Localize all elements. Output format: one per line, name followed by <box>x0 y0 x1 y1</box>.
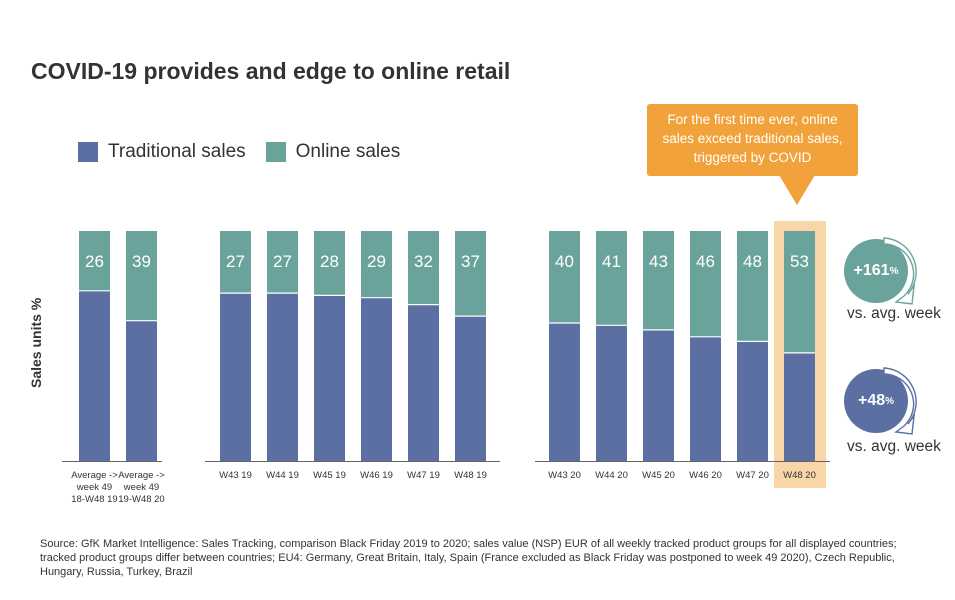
traditional-growth-unit: % <box>885 395 895 407</box>
x-tick-label: W46 19 <box>360 470 393 481</box>
bar-traditional <box>314 295 345 461</box>
bar-online <box>126 231 157 321</box>
data-label-online: 37 <box>461 252 480 271</box>
x-tick-label: Average -> <box>118 470 165 481</box>
bar-online <box>643 231 674 330</box>
x-tick-label: week 49 <box>123 482 159 493</box>
bar-traditional <box>361 297 392 461</box>
bar-online <box>267 231 298 294</box>
data-label-online: 40 <box>555 252 574 271</box>
bar-online <box>549 231 580 323</box>
traditional-growth-arrow-icon <box>883 367 917 435</box>
data-label-online: 41 <box>602 252 621 271</box>
data-label-online: 27 <box>273 252 292 271</box>
x-tick-label: Average -> <box>71 470 118 481</box>
source-note: Source: GfK Market Intelligence: Sales T… <box>40 538 897 578</box>
bar-traditional <box>737 341 768 461</box>
online-growth-arrow-icon <box>883 237 917 305</box>
online-growth-badge: +161% <box>844 239 908 303</box>
bar-online <box>220 231 251 294</box>
legend-label-traditional: Traditional sales <box>108 141 246 162</box>
data-label-online: 43 <box>649 252 668 271</box>
bar-traditional <box>408 304 439 461</box>
x-tick-label: W45 19 <box>313 470 346 481</box>
bar-online <box>455 231 486 317</box>
x-tick-label: W44 20 <box>595 470 628 481</box>
online-growth-caption: vs. avg. week <box>847 305 941 322</box>
x-tick-label: week 49 <box>76 482 112 493</box>
legend-label-online: Online sales <box>295 141 401 162</box>
x-tick-label: W48 19 <box>454 470 487 481</box>
x-tick-label: W46 20 <box>689 470 722 481</box>
legend-swatch-traditional <box>78 142 98 162</box>
bar-online <box>408 231 439 305</box>
online-growth-unit: % <box>889 265 899 277</box>
data-label-online: 48 <box>743 252 762 271</box>
bar-online <box>596 231 627 326</box>
bar-online <box>784 231 815 353</box>
legend-swatch-online <box>265 142 286 162</box>
data-label-online: 53 <box>790 252 809 271</box>
x-tick-label: W48 20 <box>783 470 816 481</box>
traditional-growth-caption: vs. avg. week <box>847 438 941 455</box>
callout-arrow-icon <box>779 175 815 205</box>
bar-traditional <box>79 290 110 461</box>
callout-box: For the first time ever, online sales ex… <box>647 104 858 176</box>
bar-traditional <box>126 320 157 461</box>
data-label-online: 28 <box>320 252 339 271</box>
legend: Traditional sales Online sales <box>78 141 420 163</box>
x-tick-label: 19-W48 20 <box>118 494 164 505</box>
data-label-online: 26 <box>85 252 104 271</box>
bar-online <box>79 231 110 291</box>
bar-traditional <box>784 352 815 461</box>
x-tick-label: W45 20 <box>642 470 675 481</box>
bar-traditional <box>549 323 580 461</box>
x-tick-label: W47 19 <box>407 470 440 481</box>
chart-title: COVID-19 provides and edge to online ret… <box>31 58 511 84</box>
data-label-online: 39 <box>132 252 151 271</box>
bar-traditional <box>220 293 251 461</box>
x-tick-label: W43 19 <box>219 470 252 481</box>
traditional-growth-value: +48 <box>857 392 886 409</box>
bar-traditional <box>596 325 627 461</box>
x-tick-label: W44 19 <box>266 470 299 481</box>
data-label-online: 29 <box>367 252 386 271</box>
bar-traditional <box>690 336 721 461</box>
x-tick-label: 18-W48 19 <box>71 494 117 505</box>
bar-traditional <box>267 293 298 461</box>
y-axis-label: Sales units % <box>28 297 44 388</box>
online-growth-value: +161 <box>853 262 890 279</box>
data-label-online: 27 <box>226 252 245 271</box>
bar-online <box>737 231 768 342</box>
bar-online <box>314 231 345 296</box>
bar-online <box>690 231 721 337</box>
x-tick-label: W43 20 <box>548 470 581 481</box>
x-tick-label: W47 20 <box>736 470 769 481</box>
bar-traditional <box>455 316 486 461</box>
bar-online <box>361 231 392 298</box>
bar-traditional <box>643 329 674 461</box>
legend-item-online: Online sales <box>265 141 401 163</box>
data-label-online: 32 <box>414 252 433 271</box>
data-label-online: 46 <box>696 252 715 271</box>
traditional-growth-badge: +48% <box>844 369 908 433</box>
legend-item-traditional: Traditional sales <box>78 141 246 163</box>
